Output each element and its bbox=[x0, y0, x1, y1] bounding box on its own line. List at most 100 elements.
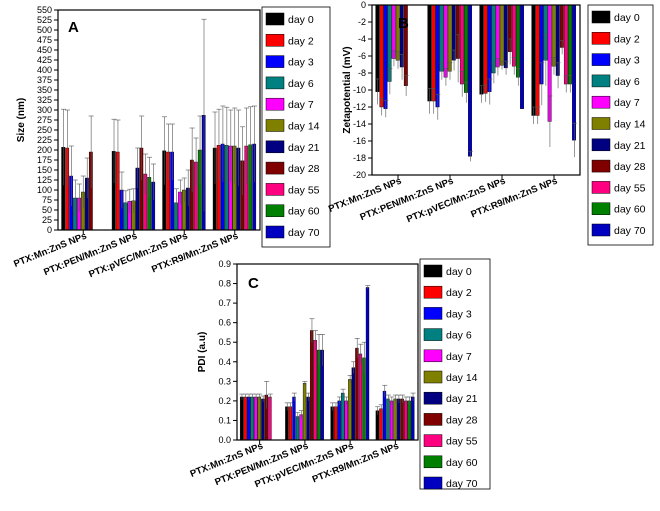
y-axis-label: Zetapotential (mV) bbox=[342, 46, 353, 133]
legend-swatch bbox=[591, 53, 611, 66]
bar-b-4-day-70 bbox=[572, 4, 576, 141]
legend-label: day 14 bbox=[446, 372, 478, 384]
legend-swatch bbox=[423, 391, 443, 405]
legend-swatch bbox=[265, 55, 285, 68]
bar-b-4-day-7 bbox=[547, 4, 552, 122]
bar-c-2-day-14 bbox=[302, 383, 307, 441]
y-tick-label: 525 bbox=[37, 15, 52, 25]
y-tick-label: -6 bbox=[358, 51, 366, 61]
bar-b-2-day-70 bbox=[468, 4, 472, 157]
y-tick-label: 0.1 bbox=[218, 415, 231, 425]
bar-c-3-day-55 bbox=[358, 353, 363, 441]
bar-b-3-day-0 bbox=[479, 4, 484, 95]
y-tick-label: 0.9 bbox=[218, 259, 231, 269]
legend-label: day 55 bbox=[614, 182, 646, 194]
chart-panel-b: -20-18-16-14-12-10-8-6-4-20Zetapotential… bbox=[327, 0, 654, 246]
bar-c-4-day-28 bbox=[400, 398, 404, 441]
y-tick-label: -14 bbox=[353, 119, 366, 129]
legend-label: day 70 bbox=[288, 227, 320, 239]
y-tick-label: 500 bbox=[37, 25, 52, 35]
legend-label: day 7 bbox=[614, 97, 640, 109]
bar-c-4-day-70 bbox=[411, 396, 415, 441]
legend-swatch bbox=[591, 10, 611, 24]
legend-swatch bbox=[265, 225, 285, 239]
bar-b-2-day-21 bbox=[451, 4, 456, 61]
y-tick-label: 150 bbox=[37, 165, 52, 175]
legend-label: day 55 bbox=[288, 184, 320, 196]
bar-b-4-day-14 bbox=[551, 4, 556, 67]
bar-b-2-day-14 bbox=[447, 4, 452, 72]
legend-swatch bbox=[265, 183, 285, 196]
bar-b-2-day-2 bbox=[431, 4, 436, 102]
bar-c-2-day-3 bbox=[292, 396, 296, 441]
legend-swatch bbox=[591, 95, 611, 109]
bar-c-1-day-21 bbox=[261, 398, 265, 441]
bar-c-2-day-28 bbox=[309, 330, 314, 441]
legend-swatch bbox=[591, 159, 611, 173]
legend-label: day 2 bbox=[614, 33, 640, 45]
legend-swatch bbox=[423, 476, 443, 490]
y-tick-label: 0.7 bbox=[218, 298, 231, 308]
legend-swatch bbox=[265, 161, 285, 175]
bar-c-2-day-55 bbox=[313, 340, 317, 441]
bar-c-1-day-6 bbox=[250, 396, 254, 441]
legend-label: day 60 bbox=[614, 204, 646, 216]
bar-b-3-day-21 bbox=[503, 4, 508, 69]
bar-c-3-day-28 bbox=[355, 347, 359, 441]
bar-b-3-day-60 bbox=[516, 4, 520, 78]
bar-c-2-day-2 bbox=[288, 406, 293, 441]
bar-c-4-day-0 bbox=[375, 410, 380, 441]
bar-c-3-day-0 bbox=[330, 406, 334, 441]
legend-swatch bbox=[423, 413, 443, 426]
legend-swatch bbox=[591, 32, 611, 45]
legend-label: day 7 bbox=[446, 351, 472, 363]
bar-c-1-day-2 bbox=[243, 396, 247, 441]
bar-b-1-day-3 bbox=[383, 4, 388, 109]
plot-frame bbox=[371, 4, 581, 176]
bar-c-4-day-3 bbox=[382, 390, 387, 441]
y-tick-label: 0 bbox=[47, 225, 52, 235]
panel-letter: B bbox=[398, 15, 409, 32]
y-tick-label: 0.4 bbox=[218, 357, 231, 367]
legend-label: day 0 bbox=[614, 12, 640, 24]
bar-c-1-day-14 bbox=[257, 396, 261, 441]
y-tick-label: -10 bbox=[353, 85, 366, 95]
bar-c-1-day-7 bbox=[254, 396, 258, 441]
y-tick-label: 300 bbox=[37, 105, 52, 115]
y-tick-label: -18 bbox=[353, 153, 366, 163]
y-tick-label: -4 bbox=[358, 34, 366, 44]
legend-swatch bbox=[591, 117, 611, 130]
legend-label: day 0 bbox=[288, 14, 314, 26]
legend-swatch bbox=[265, 97, 285, 111]
legend-b: day 0 day 2 day 3 day 6 day 7 day 14 day 21 day… bbox=[587, 4, 654, 246]
legend-swatch bbox=[423, 370, 443, 384]
legend-label: day 55 bbox=[446, 436, 478, 448]
y-tick-label: 400 bbox=[37, 65, 52, 75]
bar-c-2-day-0 bbox=[285, 406, 289, 441]
y-tick-label: 0.6 bbox=[218, 318, 231, 328]
y-tick-label: 0 bbox=[361, 0, 366, 10]
legend-a: day 0 day 2 day 3 day 6 day 7 day 14 day 21 day… bbox=[261, 6, 331, 248]
bar-c-4-day-7 bbox=[389, 400, 394, 441]
legend-label: day 14 bbox=[288, 121, 320, 133]
legend-swatch bbox=[265, 12, 285, 26]
y-tick-label: 0.8 bbox=[218, 279, 231, 289]
bar-b-3-day-7 bbox=[495, 4, 500, 68]
bar-c-4-day-21 bbox=[396, 398, 401, 441]
y-tick-label: 350 bbox=[37, 85, 52, 95]
legend-label: day 60 bbox=[288, 206, 320, 218]
bar-c-4-day-55 bbox=[404, 400, 408, 441]
bar-b-1-day-2 bbox=[379, 4, 384, 108]
y-tick-label: 325 bbox=[37, 95, 52, 105]
legend-swatch bbox=[591, 74, 611, 88]
y-axis-label: Size (nm) bbox=[16, 98, 27, 142]
y-tick-label: 375 bbox=[37, 75, 52, 85]
legend-label: day 7 bbox=[288, 99, 314, 111]
y-tick-label: 100 bbox=[37, 185, 52, 195]
legend-swatch bbox=[423, 455, 443, 469]
legend-c: day 0 day 2 day 3 day 6 day 7 day 14 day 21 day… bbox=[419, 258, 491, 490]
plot-frame bbox=[236, 263, 419, 441]
y-tick-label: -20 bbox=[353, 170, 366, 180]
bar-b-3-day-2 bbox=[483, 4, 488, 94]
chart-panel-a: 0255075100125150175200225250275300325350… bbox=[12, 5, 331, 280]
